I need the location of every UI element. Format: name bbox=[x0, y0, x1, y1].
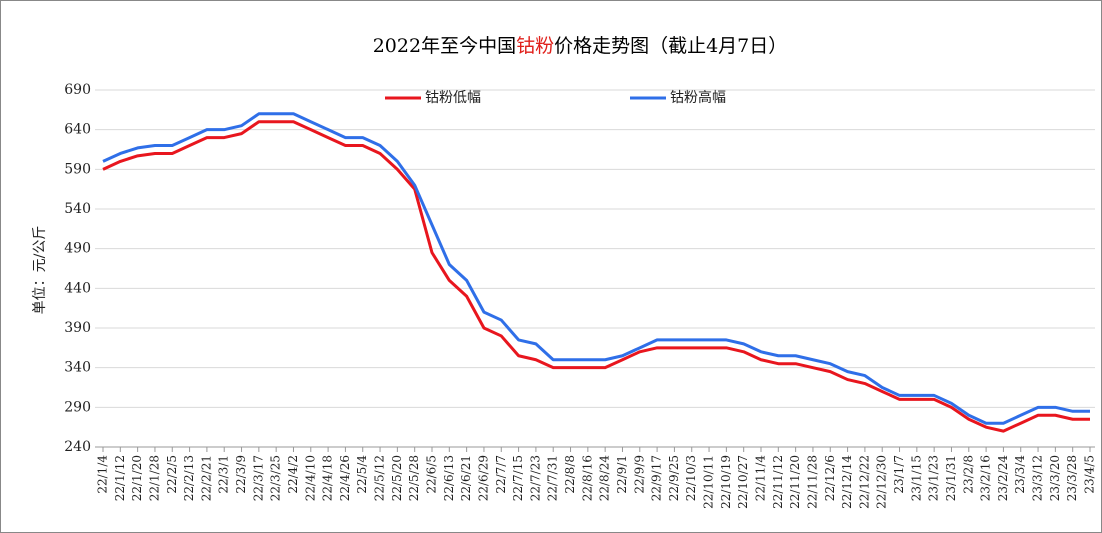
x-tick-label: 22/1/20 bbox=[130, 455, 144, 501]
x-tick-label: 22/4/2 bbox=[286, 455, 300, 494]
x-tick-label: 22/7/15 bbox=[511, 455, 525, 501]
y-tick-label: 590 bbox=[64, 161, 91, 177]
x-tick-label: 22/7/23 bbox=[528, 455, 542, 501]
x-tick-label: 22/11/12 bbox=[771, 455, 785, 509]
x-tick-label: 22/3/9 bbox=[234, 455, 248, 494]
x-tick-label: 23/1/23 bbox=[927, 455, 941, 501]
x-tick-label: 22/12/14 bbox=[840, 455, 854, 509]
x-tick-label: 22/10/11 bbox=[702, 455, 716, 509]
x-tick-label: 22/10/19 bbox=[719, 455, 733, 509]
y-tick-label: 540 bbox=[64, 201, 91, 217]
y-tick-label: 240 bbox=[64, 439, 91, 455]
x-tick-label: 23/3/28 bbox=[1065, 455, 1079, 501]
x-tick-label: 23/2/8 bbox=[961, 455, 975, 494]
x-tick-label: 22/5/12 bbox=[373, 455, 387, 501]
x-tick-label: 22/5/20 bbox=[390, 455, 404, 501]
x-tick-label: 22/6/13 bbox=[442, 455, 456, 501]
chart-title: 2022年至今中国钴粉价格走势图（截止4月7日） bbox=[373, 35, 788, 57]
x-tick-label: 23/4/5 bbox=[1083, 455, 1097, 494]
x-tick-label: 22/4/18 bbox=[321, 455, 335, 501]
x-tick-label: 22/5/4 bbox=[355, 455, 369, 494]
x-tick-label: 22/11/20 bbox=[788, 455, 802, 509]
series-line bbox=[102, 120, 1090, 433]
x-tick-label: 23/2/24 bbox=[996, 455, 1010, 502]
x-tick-label: 23/3/4 bbox=[1013, 455, 1027, 494]
y-tick-label: 340 bbox=[64, 360, 91, 376]
title-part: 钴粉 bbox=[516, 35, 554, 57]
legend-label: 钴粉高幅 bbox=[670, 89, 726, 106]
x-tick-label: 22/7/31 bbox=[546, 455, 560, 501]
x-tick-label: 22/1/28 bbox=[147, 455, 161, 501]
x-tick-label: 23/3/20 bbox=[1048, 455, 1062, 501]
x-tick-label: 22/12/22 bbox=[857, 455, 871, 509]
x-tick-label: 22/12/6 bbox=[823, 455, 837, 501]
y-tick-label: 490 bbox=[64, 241, 91, 257]
x-tick-label: 22/9/25 bbox=[667, 455, 681, 501]
title-part: 价格走势图（截止4月7日） bbox=[554, 35, 787, 57]
x-tick-label: 22/8/8 bbox=[563, 455, 577, 494]
x-tick-label: 22/5/28 bbox=[407, 455, 421, 501]
y-tick-label: 640 bbox=[64, 122, 91, 138]
x-tick-label: 22/11/4 bbox=[754, 455, 768, 502]
series-line bbox=[102, 112, 1090, 425]
x-tick-label: 22/9/1 bbox=[615, 455, 629, 494]
x-tick-label: 22/9/17 bbox=[650, 455, 664, 501]
y-tick-label: 390 bbox=[64, 320, 91, 336]
x-tick-label: 22/2/5 bbox=[165, 455, 179, 494]
x-tick-label: 22/11/28 bbox=[805, 455, 819, 509]
y-tick-label: 440 bbox=[64, 280, 91, 296]
x-tick-label: 23/2/16 bbox=[979, 455, 993, 501]
x-tick-label: 22/4/26 bbox=[338, 455, 352, 501]
x-tick-label: 22/9/9 bbox=[632, 455, 646, 494]
y-tick-label: 690 bbox=[64, 82, 91, 98]
x-tick-label: 22/3/1 bbox=[217, 455, 231, 494]
y-tick-label: 290 bbox=[64, 399, 91, 415]
x-tick-label: 23/1/15 bbox=[909, 455, 923, 501]
x-tick-label: 23/1/7 bbox=[892, 455, 906, 494]
title-part: 2022年至今中国 bbox=[373, 35, 516, 57]
x-tick-label: 22/7/7 bbox=[494, 455, 508, 494]
x-tick-label: 22/4/10 bbox=[303, 455, 317, 501]
x-tick-label: 22/12/30 bbox=[875, 455, 889, 509]
x-tick-label: 22/1/4 bbox=[96, 455, 110, 494]
x-tick-label: 23/3/12 bbox=[1031, 455, 1045, 501]
x-tick-label: 22/3/17 bbox=[251, 455, 265, 501]
x-tick-label: 22/8/24 bbox=[598, 455, 612, 502]
x-tick-label: 22/6/5 bbox=[425, 455, 439, 494]
x-tick-label: 22/8/16 bbox=[580, 455, 594, 501]
x-tick-label: 22/1/12 bbox=[113, 455, 127, 501]
x-tick-label: 22/10/3 bbox=[684, 455, 698, 501]
x-tick-label: 22/3/25 bbox=[269, 455, 283, 501]
x-tick-label: 22/6/21 bbox=[459, 455, 473, 501]
x-tick-label: 23/1/31 bbox=[944, 455, 958, 501]
x-tick-label: 22/2/13 bbox=[182, 455, 196, 501]
y-axis-label: 单位：元/公斤 bbox=[32, 226, 48, 315]
x-tick-label: 22/10/27 bbox=[736, 455, 750, 509]
x-tick-label: 22/6/29 bbox=[476, 455, 490, 501]
x-tick-label: 22/2/21 bbox=[199, 455, 213, 501]
legend-label: 钴粉低幅 bbox=[425, 90, 481, 106]
